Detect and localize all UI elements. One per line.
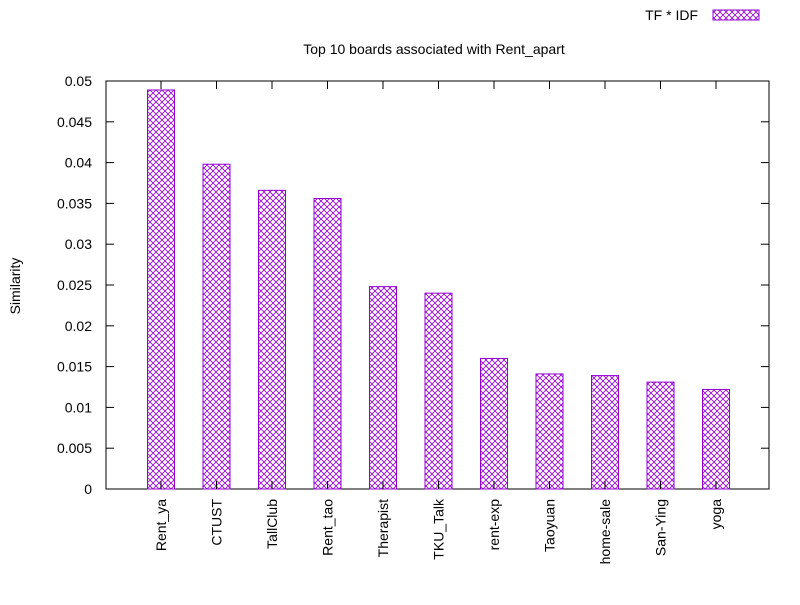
- bar: [535, 373, 564, 490]
- y-tick-label: 0.02: [65, 318, 92, 334]
- y-tick-label: 0.04: [65, 155, 92, 171]
- x-tick-label: CTUST: [209, 499, 225, 546]
- bar: [258, 189, 286, 490]
- x-tick-label: yoga: [708, 499, 724, 530]
- y-tick-label: 0.015: [57, 359, 92, 375]
- x-tick-label: Taoyuan: [542, 499, 558, 552]
- y-tick-label: 0.025: [57, 277, 92, 293]
- bar: [313, 198, 342, 490]
- bar: [646, 381, 675, 490]
- x-tick-label: Rent_tao: [320, 499, 336, 556]
- x-tick-label: TKU_Talk: [431, 498, 447, 560]
- bar: [147, 89, 175, 490]
- y-tick-label: 0: [84, 481, 92, 497]
- bar: [424, 292, 453, 490]
- bar: [202, 163, 231, 490]
- y-tick-label: 0.005: [57, 440, 92, 456]
- legend-label: TF * IDF: [645, 7, 698, 23]
- y-tick-label: 0.01: [65, 399, 92, 415]
- bar: [369, 286, 397, 490]
- x-tick-label: rent-exp: [486, 499, 502, 551]
- x-tick-label: Rent_ya: [153, 499, 169, 551]
- x-tick-label: Therapist: [375, 499, 391, 557]
- legend: TF * IDF: [645, 7, 760, 23]
- y-tick-label: 0.045: [57, 114, 92, 130]
- x-tick-label: home-sale: [597, 499, 613, 565]
- x-tick-label: TallClub: [264, 499, 280, 549]
- legend-swatch: [712, 9, 760, 21]
- x-tick-label: San-Ying: [653, 499, 669, 556]
- bar: [702, 388, 730, 490]
- bar: [591, 375, 619, 490]
- y-axis-label: Similarity: [7, 258, 23, 315]
- y-tick-label: 0.05: [65, 73, 92, 89]
- y-tick-label: 0.03: [65, 236, 92, 252]
- plot-area: 0 0.005 0.01 0.015 0.02 0.025 0.03 0.035 0.04 0.0…: [57, 73, 770, 565]
- chart-title: Top 10 boards associated with Rent_apart: [303, 41, 565, 57]
- y-tick-label: 0.035: [57, 195, 92, 211]
- bar: [480, 357, 508, 490]
